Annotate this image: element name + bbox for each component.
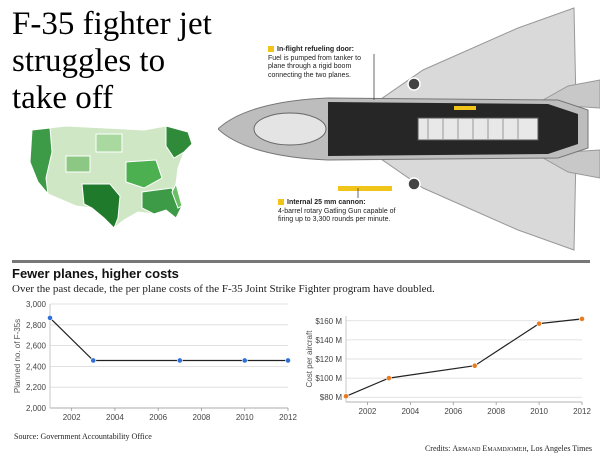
map-region-west-coast <box>29 127 53 196</box>
y-tick-label: $140 M <box>315 336 342 345</box>
jet-cannon-marker <box>338 186 392 191</box>
callout-refuel-door: In-flight refueling door: Fuel is pumped… <box>268 46 380 80</box>
credits-name: Armand Emamdjomeh <box>452 444 527 453</box>
f35-jet-illustration <box>218 7 600 251</box>
callout-marker <box>268 46 274 53</box>
data-point[interactable] <box>536 320 542 327</box>
y-axis-label: Cost per aircraft <box>305 330 314 388</box>
data-point[interactable] <box>579 315 585 322</box>
x-tick-label: 2002 <box>63 413 81 422</box>
data-point[interactable] <box>47 315 53 321</box>
page-title: F-35 fighter jet struggles to take off <box>12 6 212 116</box>
data-point[interactable] <box>90 357 97 364</box>
x-tick-label: 2010 <box>236 413 254 422</box>
x-tick-label: 2004 <box>106 413 124 422</box>
section-subtitle: Over the past decade, the per plane cost… <box>12 283 435 295</box>
y-tick-label: $160 M <box>315 317 342 326</box>
y-tick-label: 2,800 <box>26 321 47 330</box>
data-point[interactable] <box>386 375 392 382</box>
x-tick-label: 2004 <box>401 407 419 416</box>
jet-wing-upper <box>366 7 577 109</box>
data-point[interactable] <box>471 362 478 369</box>
x-tick-label: 2006 <box>149 413 167 422</box>
map-region-mountain <box>65 155 91 173</box>
section-title: Fewer planes, higher costs <box>12 266 179 281</box>
x-tick-label: 2006 <box>444 407 462 416</box>
x-tick-label: 2008 <box>487 407 505 416</box>
y-tick-label: 2,400 <box>26 362 47 371</box>
y-tick-label: 2,600 <box>26 342 47 351</box>
data-point[interactable] <box>343 393 349 400</box>
map-region-florida <box>171 182 183 209</box>
jet-wing-lower <box>366 149 577 251</box>
data-point[interactable] <box>241 357 248 364</box>
data-point[interactable] <box>176 357 183 364</box>
section-divider <box>12 260 590 263</box>
y-tick-label: $80 M <box>320 393 343 402</box>
callout-title: In-flight refueling door: <box>277 46 354 53</box>
callout-marker <box>278 199 284 206</box>
map-region-northeast <box>165 125 193 159</box>
map-region-midwest <box>125 159 163 189</box>
x-tick-label: 2012 <box>573 407 591 416</box>
credits-prefix: Credits: <box>424 444 451 453</box>
jet-refuel-door-marker <box>454 106 476 110</box>
y-tick-label: 2,000 <box>26 404 47 413</box>
credits-org: , Los Angeles Times <box>526 444 592 453</box>
jet-wheel-upper <box>407 77 421 91</box>
y-tick-label: $120 M <box>315 355 342 364</box>
y-tick-label: 3,000 <box>26 300 47 309</box>
x-tick-label: 2010 <box>530 407 548 416</box>
jet-cockpit <box>253 112 327 146</box>
map-region-texas <box>81 183 121 229</box>
source-note: Source: Government Accountability Office <box>14 432 152 441</box>
callout-cannon: Internal 25 mm cannon: 4-barrel rotary G… <box>278 199 396 225</box>
callout-text: Fuel is pumped from tanker to plane thro… <box>268 54 361 79</box>
y-axis-label: Planned no. of F-35s <box>13 319 22 393</box>
series-line <box>49 317 288 362</box>
cost-per-aircraft-chart: $80 M $100 M $120 M $140 M $160 M 2002 2004 200… <box>305 315 591 416</box>
map-region-plains <box>95 133 123 153</box>
credits: Credits: Armand Emamdjomeh, Los Angeles … <box>425 444 592 453</box>
callout-text: 4-barrel rotary Gatling Gun capable of f… <box>278 207 396 224</box>
x-tick-label: 2002 <box>359 407 377 416</box>
us-map-illustration <box>29 125 193 229</box>
jet-engine <box>417 117 539 141</box>
series-line <box>345 318 583 397</box>
y-tick-label: 2,200 <box>26 383 47 392</box>
jet-wheel-lower <box>407 177 421 191</box>
x-tick-label: 2012 <box>279 413 297 422</box>
data-point[interactable] <box>285 357 291 364</box>
planned-planes-chart: 2,000 2,200 2,400 2,600 2,800 3,000 2002 2004 20… <box>13 300 297 422</box>
callout-title: Internal 25 mm cannon: <box>287 199 366 206</box>
y-tick-label: $100 M <box>315 374 342 383</box>
x-tick-label: 2008 <box>193 413 211 422</box>
